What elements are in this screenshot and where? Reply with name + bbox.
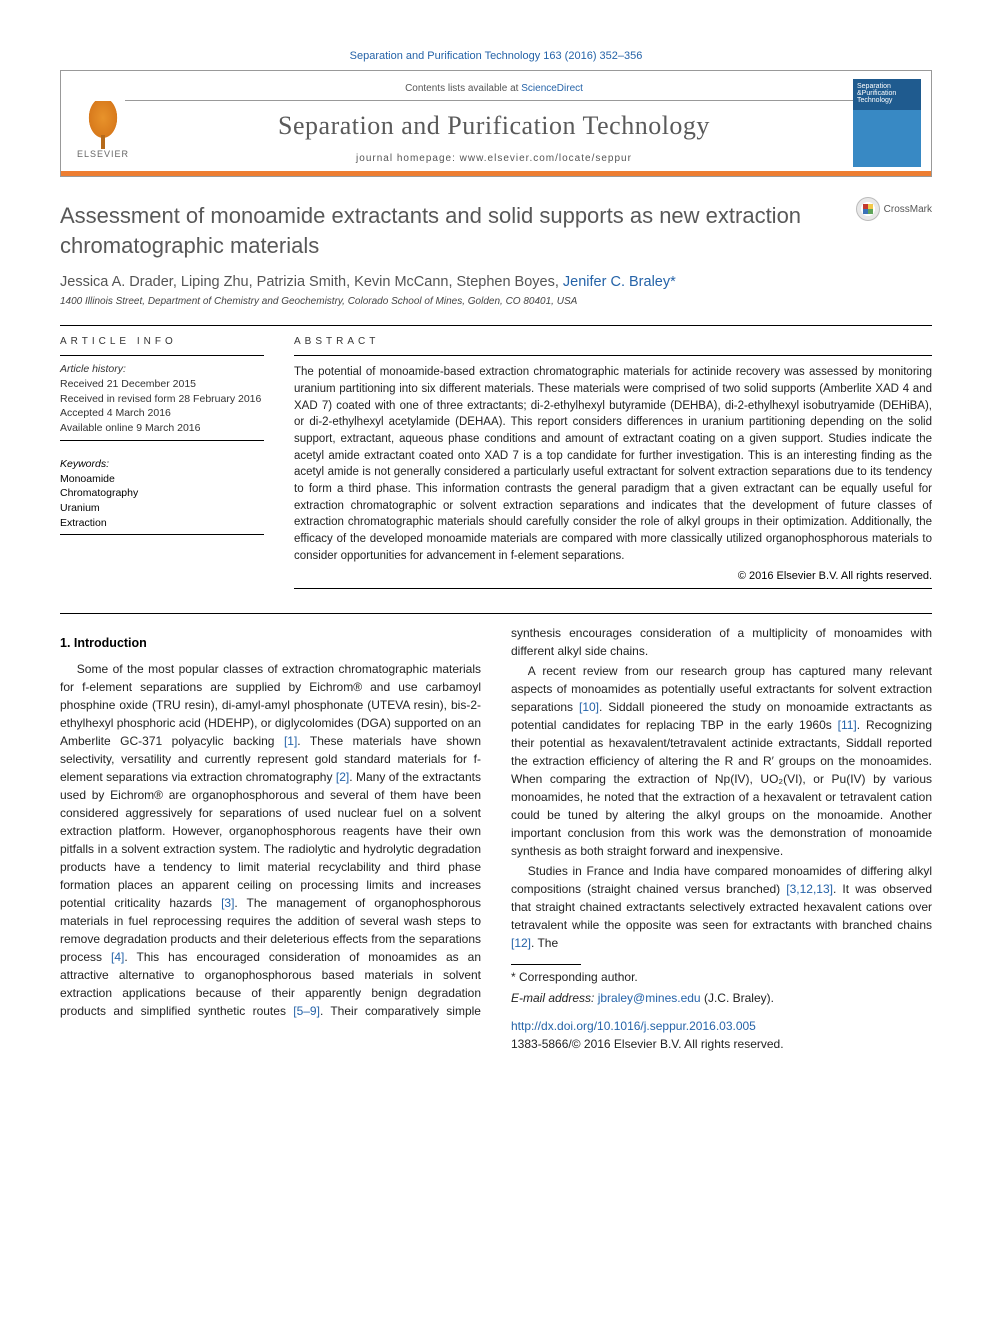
- info-divider-3: [60, 534, 264, 535]
- keywords-block: Keywords: Monoamide Chromatography Urani…: [60, 457, 264, 530]
- sciencedirect-link[interactable]: ScienceDirect: [521, 83, 583, 94]
- corr-marker: *: [670, 274, 676, 290]
- footnote-corr: * Corresponding author.: [511, 968, 932, 986]
- cover-text-1: Separation: [857, 83, 917, 90]
- crossmark-icon: [856, 197, 880, 221]
- info-divider-2: [60, 440, 264, 441]
- cover-text-2: &Purification: [857, 90, 917, 97]
- authors-plain: Jessica A. Drader, Liping Zhu, Patrizia …: [60, 274, 563, 290]
- issn-copyright: 1383-5866/© 2016 Elsevier B.V. All right…: [511, 1037, 784, 1051]
- journal-cover-thumbnail: Separation &Purification Technology: [853, 79, 921, 167]
- keywords-label: Keywords:: [60, 458, 109, 470]
- crossmark-label: CrossMark: [884, 204, 932, 215]
- journal-header: ELSEVIER Contents lists available at Sci…: [60, 70, 932, 177]
- history-online: Available online 9 March 2016: [60, 421, 264, 436]
- ref-1[interactable]: [1]: [284, 734, 297, 748]
- p2c: . Recognizing their potential as hexaval…: [511, 718, 932, 858]
- homepage-prefix: journal homepage:: [356, 153, 460, 164]
- history-revised: Received in revised form 28 February 201…: [60, 392, 264, 407]
- homepage-line: journal homepage: www.elsevier.com/locat…: [135, 153, 853, 164]
- crossmark-badge[interactable]: CrossMark: [856, 197, 932, 221]
- intro-para-2: A recent review from our research group …: [511, 662, 932, 860]
- ref-11[interactable]: [11]: [838, 718, 857, 732]
- mid-divider: [60, 613, 932, 614]
- footnote-block: * Corresponding author. E-mail address: …: [511, 964, 932, 1053]
- corresponding-author-link[interactable]: Jenifer C. Braley: [563, 274, 670, 290]
- orange-divider-bar: [61, 171, 931, 176]
- ref-10[interactable]: [10]: [579, 700, 599, 714]
- abstract-text: The potential of monoamide-based extract…: [294, 364, 932, 564]
- abstract-copyright: © 2016 Elsevier B.V. All rights reserved…: [294, 570, 932, 582]
- email-label: E-mail address:: [511, 991, 598, 1005]
- p3c: . The: [531, 936, 558, 950]
- corr-email-link[interactable]: jbraley@mines.edu: [598, 991, 701, 1005]
- ref-12[interactable]: [12]: [511, 936, 531, 950]
- footnote-separator: [511, 964, 581, 965]
- body-columns: 1. Introduction Some of the most popular…: [60, 624, 932, 1053]
- footnote-email: E-mail address: jbraley@mines.edu (J.C. …: [511, 989, 932, 1007]
- history-label: Article history:: [60, 363, 126, 375]
- doi-footer: http://dx.doi.org/10.1016/j.seppur.2016.…: [511, 1017, 932, 1053]
- ref-4[interactable]: [4]: [111, 950, 124, 964]
- info-divider-1: [60, 355, 264, 356]
- homepage-url[interactable]: www.elsevier.com/locate/seppur: [460, 153, 632, 164]
- keyword-2: Chromatography: [60, 486, 264, 501]
- keyword-3: Uranium: [60, 501, 264, 516]
- article-info-heading: ARTICLE INFO: [60, 336, 264, 347]
- email-suffix: (J.C. Braley).: [701, 991, 774, 1005]
- authors-line: Jessica A. Drader, Liping Zhu, Patrizia …: [60, 274, 932, 290]
- abstract-divider: [294, 355, 932, 356]
- doi-link[interactable]: http://dx.doi.org/10.1016/j.seppur.2016.…: [511, 1019, 756, 1033]
- article-history: Article history: Received 21 December 20…: [60, 362, 264, 435]
- ref-5-9[interactable]: [5–9]: [293, 1004, 320, 1018]
- ref-3-12-13[interactable]: [3,12,13]: [786, 882, 833, 896]
- keyword-1: Monoamide: [60, 472, 264, 487]
- keyword-4: Extraction: [60, 516, 264, 531]
- ref-2[interactable]: [2]: [336, 770, 349, 784]
- top-divider: [60, 325, 932, 326]
- history-accepted: Accepted 4 March 2016: [60, 406, 264, 421]
- abstract-bottom-divider: [294, 588, 932, 589]
- ref-3[interactable]: [3]: [221, 896, 234, 910]
- abstract-heading: ABSTRACT: [294, 336, 932, 347]
- section-1-heading: 1. Introduction: [60, 636, 481, 650]
- affiliation: 1400 Illinois Street, Department of Chem…: [60, 296, 932, 307]
- p1c: . Many of the extractants used by Eichro…: [60, 770, 481, 910]
- article-title: Assessment of monoamide extractants and …: [60, 201, 932, 260]
- journal-name: Separation and Purification Technology: [135, 111, 853, 141]
- publisher-name: ELSEVIER: [77, 149, 129, 159]
- citation-line: Separation and Purification Technology 1…: [60, 50, 932, 62]
- history-received: Received 21 December 2015: [60, 377, 264, 392]
- contents-prefix: Contents lists available at: [405, 83, 521, 94]
- intro-para-3: Studies in France and India have compare…: [511, 862, 932, 952]
- contents-available-line: Contents lists available at ScienceDirec…: [125, 83, 863, 101]
- cover-text-3: Technology: [857, 97, 917, 104]
